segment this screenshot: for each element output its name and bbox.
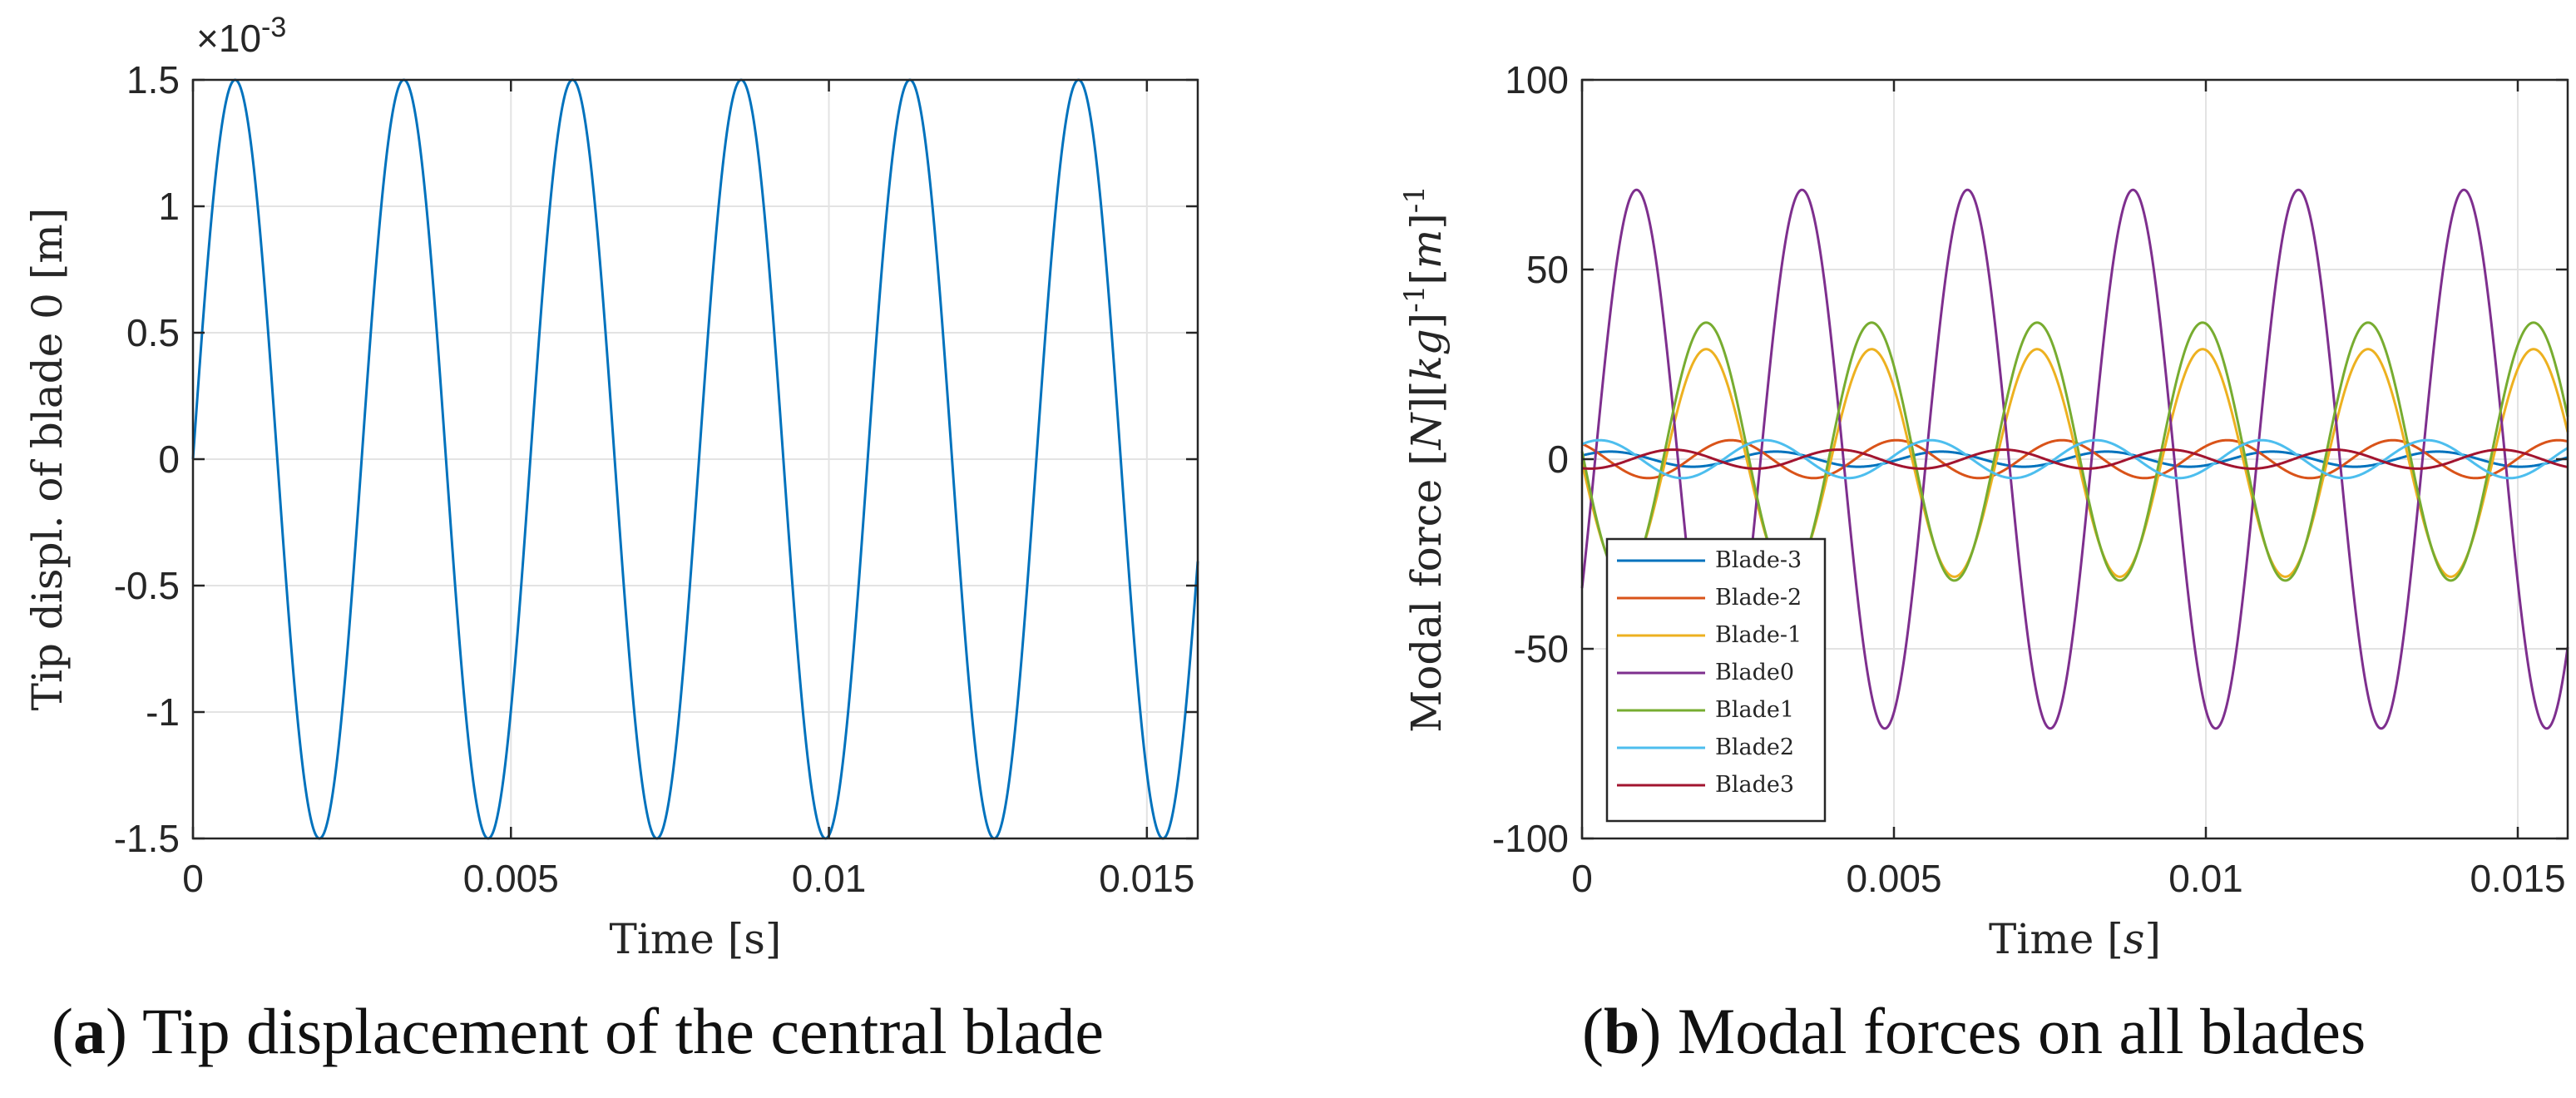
chart-b-ylabel-part: N <box>1402 411 1451 450</box>
chart-a-ticks: 0 0.005 0.01 0.015 -1.5 -1 -0.5 0 0.5 1 1.5 <box>114 58 1198 900</box>
x-tick-label: 0.005 <box>463 857 559 900</box>
chart-b-ylabel-part: [ <box>1402 269 1451 285</box>
y-tick-label: -50 <box>1514 627 1569 670</box>
legend-entry: Blade0 <box>1715 660 1794 685</box>
legend-entry: Blade-3 <box>1715 547 1802 573</box>
chart-a-tip-displacement: 0 0.005 0.01 0.015 -1.5 -1 -0.5 0 0.5 1 1.5 Time [… <box>23 12 1199 963</box>
y-tick-label: -1.5 <box>114 817 180 860</box>
chart-b-legend: Blade-3 Blade-2 Blade-1 Blade0 Blade1 Blade2 B… <box>1605 537 1827 823</box>
chart-b-series-group <box>1580 188 2569 730</box>
y-tick-label: 1 <box>158 185 180 228</box>
chart-a-y-exponent-base: ×10 <box>196 17 261 60</box>
chart-b-ylabel-part: -1 <box>1398 285 1431 313</box>
caption-b-text: Modal forces on all blades <box>1677 995 2366 1067</box>
y-tick-label: -100 <box>1492 817 1569 860</box>
chart-b-ylabel-part: kg <box>1402 329 1451 380</box>
chart-b-xlabel-part: s <box>2124 915 2145 963</box>
y-tick-label: 100 <box>1505 58 1569 101</box>
legend-entry: Blade3 <box>1715 772 1794 798</box>
x-tick-label: 0.005 <box>1846 857 1941 900</box>
caption-b: (b) Modal forces on all blades <box>1582 995 2366 1067</box>
legend-entry: Blade-2 <box>1715 585 1802 611</box>
y-tick-label: 0 <box>158 438 180 481</box>
chart-b-ylabel-part: ] <box>1402 213 1451 230</box>
chart-b-x-axis-label: Time [s] <box>1989 915 2161 963</box>
chart-b-ylabel-part: ] <box>1402 313 1451 329</box>
x-tick-label: 0.01 <box>2168 857 2243 900</box>
chart-b-y-axis-label: Modal force [N][kg]-1[m]-1 <box>1398 185 1451 733</box>
chart-b-xlabel-part: Time [ <box>1989 915 2124 963</box>
chart-a-series-group <box>191 78 1199 840</box>
caption-b-letter: b <box>1603 995 1640 1067</box>
chart-a-grid <box>192 79 1198 839</box>
y-tick-label: 1.5 <box>126 58 180 101</box>
legend-entry: Blade2 <box>1715 734 1794 760</box>
chart-b-ylabel-part: -1 <box>1398 185 1431 213</box>
y-tick-label: -1 <box>146 690 180 734</box>
chart-a-y-axis-label: Tip displ. of blade 0 [m] <box>23 208 72 711</box>
series-line-blade3 <box>1581 448 2569 470</box>
y-tick-label: 0.5 <box>126 311 180 354</box>
chart-b-ylabel-part: ][ <box>1402 381 1451 413</box>
chart-b-ylabel-part: m <box>1402 230 1451 269</box>
chart-b-modal-forces: 0 0.005 0.01 0.015 -100 -50 0 50 100 Time [s] Mo… <box>1398 58 2569 963</box>
caption-a: (a) Tip displacement of the central blad… <box>52 995 1105 1067</box>
series-line-blade2 <box>1581 438 2569 480</box>
series-line-tip displacement <box>191 78 1199 840</box>
chart-b-xlabel-part: ] <box>2144 915 2161 963</box>
y-tick-label: -0.5 <box>114 564 180 607</box>
chart-a-y-exponent-power: -3 <box>261 12 286 43</box>
y-tick-label: 0 <box>1547 438 1569 481</box>
x-tick-label: 0 <box>1571 857 1593 900</box>
y-tick-label: 50 <box>1526 248 1569 291</box>
legend-entry: Blade-1 <box>1715 622 1802 648</box>
x-tick-label: 0 <box>182 857 204 900</box>
legend-entry: Blade1 <box>1715 697 1794 723</box>
legend-box <box>1605 537 1827 823</box>
chart-a-x-axis-label: Time [s] <box>610 915 782 963</box>
chart-b-ylabel-part: Modal force [ <box>1402 449 1451 733</box>
chart-a-y-exponent: ×10-3 <box>196 12 286 60</box>
x-tick-label: 0.015 <box>2470 857 2565 900</box>
x-tick-label: 0.01 <box>792 857 867 900</box>
caption-a-letter: a <box>72 995 106 1067</box>
chart-b-ticks: 0 0.005 0.01 0.015 -100 -50 0 50 100 <box>1492 58 2568 900</box>
caption-a-text: Tip displacement of the central blade <box>142 995 1105 1067</box>
x-tick-label: 0.015 <box>1099 857 1194 900</box>
